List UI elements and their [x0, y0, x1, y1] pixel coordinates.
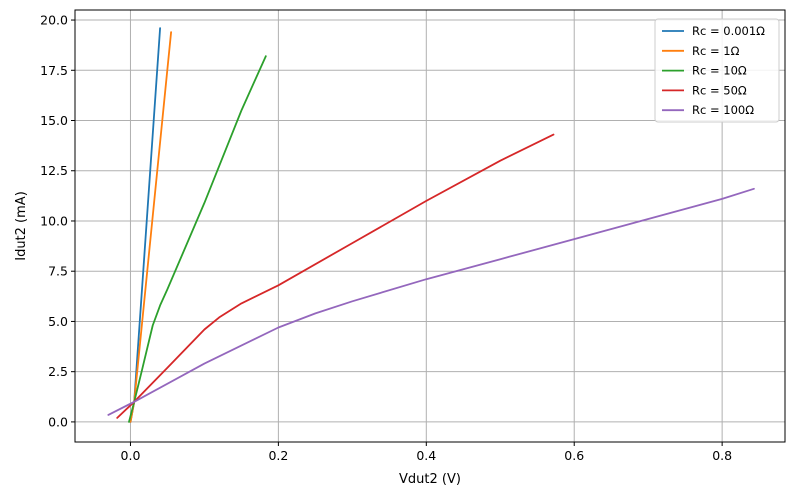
y-tick-label: 2.5 — [48, 364, 68, 379]
y-tick-label: 20.0 — [40, 13, 68, 28]
y-tick-label: 15.0 — [40, 113, 68, 128]
legend: Rc = 0.001Ω Rc = 1Ω Rc = 10Ω Rc = 50Ω Rc = 1… — [654, 18, 780, 123]
y-tick-label: 0.0 — [48, 414, 68, 429]
x-tick-label: 0.2 — [268, 448, 288, 463]
y-tick-label: 10.0 — [40, 213, 68, 228]
series-line-2 — [128, 55, 267, 423]
series-line-0 — [129, 27, 162, 423]
series-lines — [107, 27, 755, 423]
plot-frame — [74, 9, 786, 443]
y-tick-label: 17.5 — [40, 63, 68, 78]
x-tick-label: 0.0 — [121, 448, 141, 463]
axis-ticks: 0.0 0.2 0.4 0.6 0.8 0.0 2.5 5.0 7.5 10.0 12.5 15.0 1… — [40, 13, 732, 463]
x-tick-label: 0.6 — [564, 448, 584, 463]
legend-entry-label: Rc = 1Ω — [692, 44, 740, 58]
legend-box — [654, 18, 780, 123]
y-axis-label: Idut2 (mA) — [14, 191, 29, 261]
y-tick-label: 12.5 — [40, 163, 68, 178]
y-tick-label: 7.5 — [48, 264, 68, 279]
legend-entry-label: Rc = 0.001Ω — [692, 24, 765, 38]
series-line-4 — [107, 187, 755, 416]
x-axis-label: Vdut2 (V) — [399, 472, 461, 487]
x-tick-label: 0.8 — [712, 448, 732, 463]
y-tick-label: 5.0 — [48, 314, 68, 329]
legend-entry-label: Rc = 10Ω — [692, 64, 747, 78]
legend-entry-label: Rc = 100Ω — [692, 103, 754, 117]
x-tick-label: 0.4 — [416, 448, 436, 463]
series-line-3 — [116, 133, 555, 419]
legend-entry-label: Rc = 50Ω — [692, 83, 747, 97]
